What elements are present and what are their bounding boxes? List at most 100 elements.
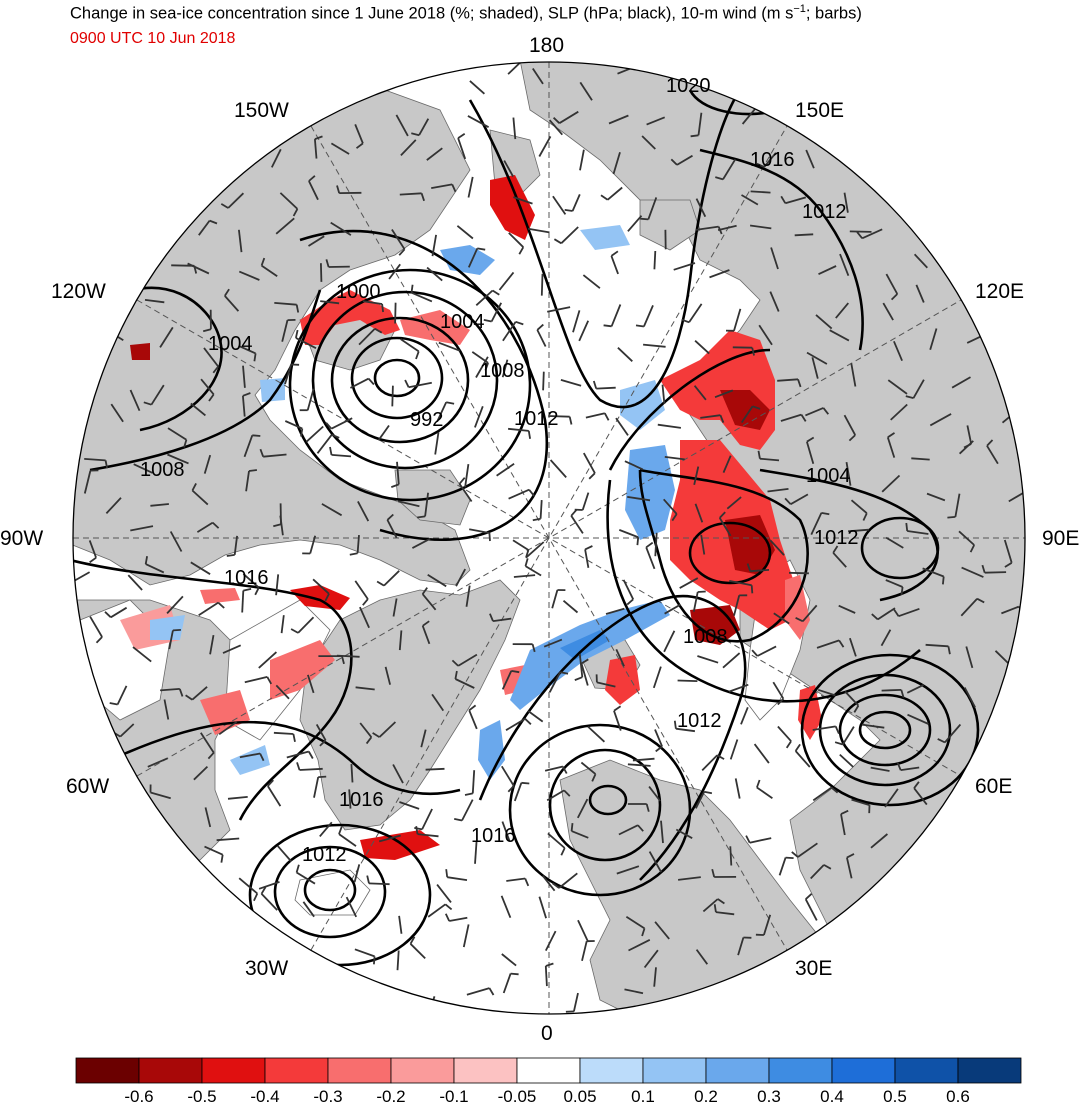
wind-barb [336, 654, 360, 658]
wind-barb [763, 914, 772, 936]
wind-barb [740, 405, 754, 424]
wind-barb [715, 911, 735, 916]
wind-barb-flag [524, 878, 530, 887]
isobar [288, 268, 532, 502]
wind-barb [354, 948, 375, 958]
wind-barb-flag [104, 611, 112, 618]
wind-barb-flag [295, 304, 300, 313]
wind-barb-flag [591, 773, 597, 782]
wind-barb [258, 881, 280, 890]
wind-barb-flag [515, 320, 524, 326]
wind-barb [411, 537, 431, 549]
wind-barb [150, 503, 169, 507]
wind-barb [722, 652, 741, 669]
wind-barb [929, 328, 938, 350]
wind-barb-flag [415, 826, 419, 835]
isobar [350, 336, 444, 420]
isobar-labels: 1020 1016 1012 1000 1004 1008 992 1012 1… [140, 75, 859, 866]
wind-barb [627, 763, 651, 767]
wind-barb [280, 615, 285, 634]
wind-barb [794, 233, 814, 237]
wind-barb-flag [717, 898, 725, 905]
wind-barb-flag [719, 414, 725, 423]
wind-barb [312, 578, 330, 595]
wind-barb [127, 574, 143, 591]
wind-barb-flag [484, 362, 489, 371]
lon-label-60w: 60W [66, 775, 109, 798]
wind-barb [502, 973, 512, 994]
ice-loss-patch [290, 585, 350, 610]
wind-barb [926, 492, 946, 502]
wind-barb-flag [890, 293, 898, 301]
wind-barb-flag [834, 726, 840, 735]
wind-barb-flag [295, 864, 300, 873]
wind-barb [887, 379, 908, 395]
wind-barb [558, 110, 579, 124]
wind-barb [203, 347, 219, 368]
wind-barb-flag [626, 598, 634, 606]
wind-barb-flag [986, 333, 993, 341]
ice-loss-patch [720, 390, 770, 430]
wind-barb [913, 787, 928, 806]
wind-barb [986, 445, 999, 465]
wind-barb [729, 580, 752, 587]
wind-barb-flag [713, 904, 717, 913]
wind-barb [464, 463, 470, 488]
colorbar-bin [894, 1057, 959, 1084]
wind-barb-flag [381, 303, 384, 313]
wind-barb [810, 864, 825, 880]
ice-gain-patch [230, 745, 270, 775]
wind-barb-flag [800, 414, 807, 422]
lon-label-60e: 60E [975, 775, 1012, 798]
isobar [273, 845, 387, 939]
wind-barb-flag [564, 209, 573, 212]
wind-barb-flag [308, 751, 314, 759]
wind-barb-flag [640, 217, 649, 221]
map-content [73, 62, 1025, 1014]
wind-barb [654, 532, 658, 557]
wind-barb [145, 563, 165, 574]
wind-barb [377, 424, 390, 441]
wind-barb [733, 308, 742, 332]
wind-barb [525, 565, 542, 577]
wind-barb [913, 253, 928, 269]
wind-barb [816, 639, 840, 649]
wind-barb [584, 549, 590, 568]
wind-barb [728, 683, 749, 693]
wind-barb [536, 329, 547, 347]
wind-barb [541, 875, 556, 892]
wind-barb-flag [528, 489, 535, 497]
wind-barb-flag [670, 158, 678, 166]
wind-barb [740, 706, 749, 725]
wind-barb [1003, 539, 1013, 564]
wind-barb [812, 786, 832, 802]
wind-barb [378, 721, 397, 738]
wind-barb [893, 340, 903, 362]
wind-barb [608, 114, 629, 125]
wind-barb [508, 232, 524, 248]
wind-barb [618, 529, 639, 539]
wind-barb [582, 274, 601, 289]
wind-barb [571, 830, 589, 839]
wind-barb [542, 371, 545, 391]
wind-barb [467, 176, 474, 198]
isobar-layer [73, 89, 980, 967]
wind-barb [612, 151, 621, 175]
wind-barb-flag [507, 785, 515, 793]
wind-barb-flag [840, 809, 849, 815]
wind-barb [83, 470, 92, 494]
wind-barb-flag [253, 893, 259, 902]
wind-barb [275, 684, 290, 700]
isobar [109, 720, 461, 796]
wind-barb-flag [637, 824, 644, 832]
isobar [373, 358, 421, 398]
wind-barb [548, 415, 570, 418]
wind-barb-flag [756, 105, 765, 111]
wind-barb [242, 395, 246, 417]
wind-barb-flag [259, 448, 265, 458]
wind-barb-flag [451, 659, 459, 667]
wind-barb [717, 224, 737, 231]
wind-barb-flag [900, 689, 905, 698]
wind-barb [843, 414, 856, 436]
wind-barb [469, 528, 490, 534]
